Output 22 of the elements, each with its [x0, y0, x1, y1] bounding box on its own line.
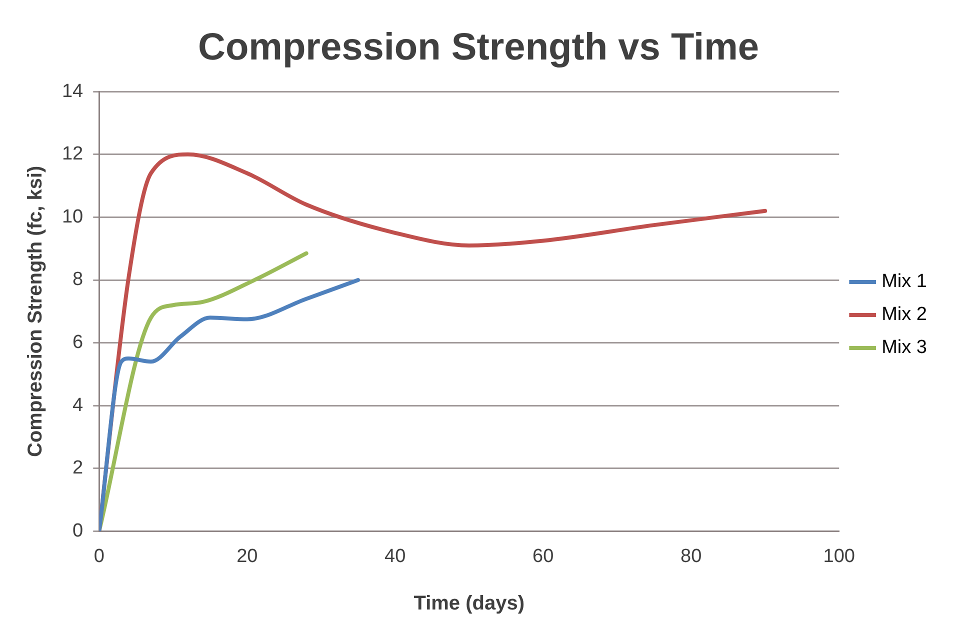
y-axis-title: Compression Strength (fc, ksi) — [24, 166, 47, 457]
y-tick-label: 6 — [72, 332, 84, 354]
x-tick-label: 80 — [680, 546, 702, 567]
y-tick-label: 12 — [62, 144, 84, 165]
x-tick-label: 20 — [236, 546, 258, 567]
x-tick-label: 40 — [384, 546, 406, 567]
y-tick-label: 4 — [72, 394, 84, 416]
x-tick-label: 100 — [823, 546, 855, 567]
legend-label: Mix 1 — [882, 271, 928, 292]
x-axis-title: Time (days) — [414, 592, 525, 615]
line-series — [99, 278, 360, 532]
y-tick-label: 10 — [62, 206, 84, 228]
line-series — [99, 251, 308, 532]
legend-label: Mix 3 — [882, 337, 928, 358]
chart-title: Compression Strength vs Time — [198, 26, 759, 68]
y-tick-label: 14 — [62, 80, 84, 102]
x-tick-label: 60 — [532, 546, 554, 567]
y-tick-label: 0 — [72, 520, 84, 542]
y-tick-label: 2 — [72, 458, 84, 479]
x-tick-label: 0 — [94, 546, 104, 567]
legend-label: Mix 2 — [882, 304, 928, 326]
y-tick-label: 8 — [72, 269, 84, 290]
